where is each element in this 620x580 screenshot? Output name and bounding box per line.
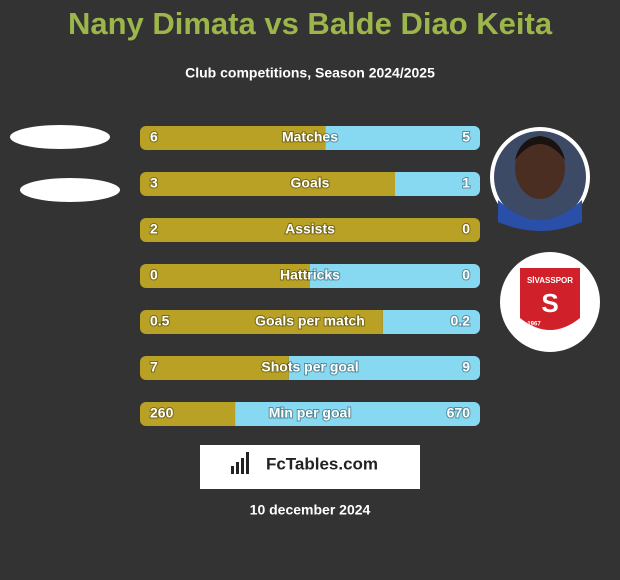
- stat-row: [140, 356, 480, 380]
- placeholder-ellipse: [20, 178, 120, 202]
- left-bar: [140, 218, 480, 242]
- right-bar: [395, 172, 480, 196]
- left-bar: [140, 172, 395, 196]
- right-value: 9: [462, 359, 470, 375]
- right-value: 5: [462, 129, 470, 145]
- left-value: 3: [150, 175, 158, 191]
- left-bar: [140, 126, 326, 150]
- subtitle: Club competitions, Season 2024/2025: [185, 65, 435, 81]
- right-bar: [310, 264, 480, 288]
- left-value: 260: [150, 405, 174, 421]
- stat-row: [140, 402, 480, 426]
- right-bar: [235, 402, 480, 426]
- stat-label: Assists: [285, 221, 335, 237]
- date: 10 december 2024: [250, 502, 371, 518]
- left-value: 6: [150, 129, 158, 145]
- left-value: 7: [150, 359, 158, 375]
- right-value: 0.2: [451, 313, 471, 329]
- brand: FcTables.com: [266, 454, 378, 473]
- stat-row: [140, 172, 480, 196]
- left-bar: [140, 264, 310, 288]
- right-value: 0: [462, 267, 470, 283]
- club-logo: SİVASSPOR S 1967: [500, 252, 600, 352]
- brand-icon: [231, 452, 249, 474]
- right-value: 0: [462, 221, 470, 237]
- right-bar: [325, 126, 480, 150]
- left-value: 0.5: [150, 313, 170, 329]
- club-year: 1967: [527, 322, 541, 328]
- stat-row: [140, 126, 480, 150]
- stat-label: Goals: [291, 175, 330, 191]
- placeholder-ellipse: [10, 125, 110, 149]
- stat-label: Goals per match: [255, 313, 365, 329]
- stat-row: [140, 264, 480, 288]
- right-bar: [288, 356, 480, 380]
- left-value: 2: [150, 221, 158, 237]
- title: Nany Dimata vs Balde Diao Keita: [68, 6, 553, 41]
- right-value: 1: [462, 175, 470, 191]
- right-value: 670: [447, 405, 471, 421]
- stat-label: Matches: [282, 129, 338, 145]
- left-bar: [140, 356, 289, 380]
- stat-row: [140, 218, 480, 242]
- rows: 6 Matches 5 3 Goals 1 2 Assists 0 0 Hattricks 0 0.5 G…: [140, 126, 480, 426]
- club-monogram: S: [541, 288, 558, 318]
- left-bar: [140, 402, 236, 426]
- stat-row: [140, 310, 480, 334]
- club-name: SİVASSPOR: [527, 276, 573, 285]
- right-bar: [382, 310, 480, 334]
- stat-label: Shots per goal: [261, 359, 358, 375]
- stat-label: Hattricks: [280, 267, 340, 283]
- left-value: 0: [150, 267, 158, 283]
- left-bar: [140, 310, 383, 334]
- stat-label: Min per goal: [269, 405, 351, 421]
- player-photo: [490, 127, 590, 231]
